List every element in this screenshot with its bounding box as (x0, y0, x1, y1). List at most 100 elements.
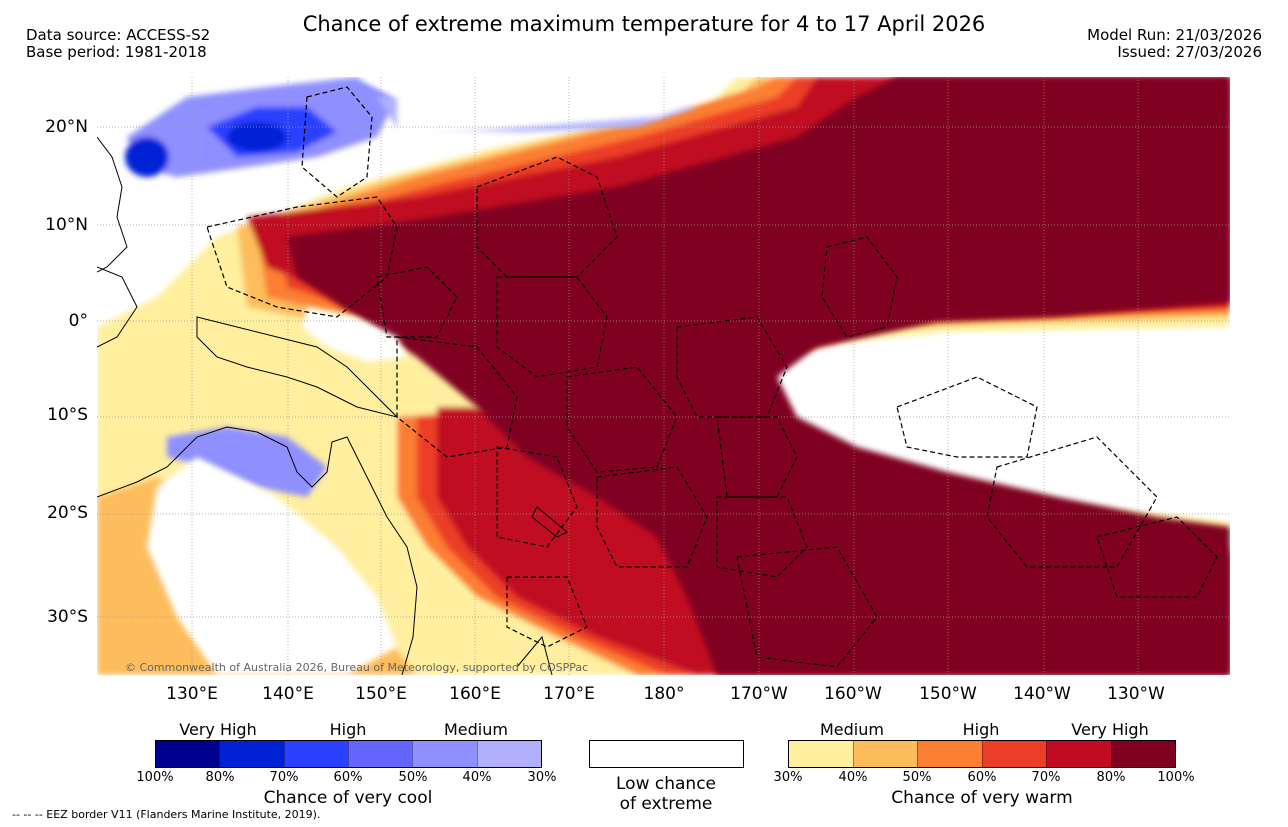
cool-tick: 100% (136, 770, 174, 785)
eez-polynesia-s (986, 436, 1158, 568)
cool-colorbar (155, 740, 542, 768)
lat-label-30s: 30°S (47, 607, 88, 627)
low-chance-line2: of extreme (619, 794, 713, 814)
warm-swatch-60 (981, 741, 1046, 767)
lon-label-160e: 160°E (449, 684, 501, 704)
cool-swatch-50 (412, 741, 477, 767)
warm-tick: 80% (1096, 770, 1126, 785)
cool-tick: 40% (462, 770, 492, 785)
cool-swatch-80 (219, 741, 284, 767)
warm-tick: 100% (1157, 770, 1195, 785)
new-zealand-coast (516, 635, 553, 675)
warm-caption: Chance of very warm (891, 788, 1073, 808)
warm-swatch-30 (789, 741, 853, 767)
philippines-coast (97, 136, 128, 273)
warm-swatch-80 (1110, 741, 1175, 767)
low-chance-line1: Low chance (616, 774, 716, 794)
eez-tokelau (716, 416, 798, 498)
warm-tick: 50% (902, 770, 932, 785)
eez-tuvalu (566, 366, 678, 473)
lon-label-170w: 170°W (730, 684, 788, 704)
lon-label-140w: 140°W (1013, 684, 1071, 704)
graticule (97, 77, 1230, 675)
cool-patch-west (125, 137, 169, 177)
warm-tick: 30% (773, 770, 803, 785)
model-run: Model Run: 21/03/2026 (1087, 26, 1262, 44)
cool-tick: 50% (398, 770, 428, 785)
warm-level-medium: Medium (820, 720, 884, 739)
eez-marianas (301, 86, 373, 198)
cool-tick: 30% (527, 770, 557, 785)
warm-level-very-high: Very High (1071, 720, 1149, 739)
lat-label-20n: 20°N (45, 117, 88, 137)
data-source: Data source: ACCESS-S2 (26, 26, 211, 44)
cool-swatch-70 (283, 741, 348, 767)
cool-tick: 80% (205, 770, 235, 785)
low-chance-aus (147, 457, 397, 675)
map-svg: © Commonwealth of Australia 2026, Bureau… (97, 77, 1230, 675)
new-caledonia-coast (531, 506, 568, 538)
low-chance-east (817, 347, 1230, 497)
eez-marshall (476, 156, 618, 278)
forecast-map: © Commonwealth of Australia 2026, Bureau… (97, 77, 1230, 675)
lon-label-170e: 170°E (543, 684, 595, 704)
warm-swatch-40 (852, 741, 917, 767)
coastlines (97, 136, 568, 675)
cool-patch-core (227, 122, 287, 152)
cool-swatch-100 (156, 741, 220, 767)
eez-vanuatu (496, 446, 578, 548)
cool-level-medium: Medium (444, 720, 508, 739)
lon-label-150e: 150°E (355, 684, 407, 704)
lat-label-0: 0° (68, 311, 88, 331)
eez-nauru (376, 266, 458, 338)
cool-patch-coral-sea (167, 427, 327, 497)
lat-label-10s: 10°S (47, 405, 88, 425)
source-info: Data source: ACCESS-S2 Base period: 1981… (26, 27, 210, 61)
eez-fiji (596, 466, 708, 568)
lon-label-130w: 130°W (1107, 684, 1165, 704)
low-chance-swatch (589, 740, 744, 768)
borneo-coast (97, 266, 138, 348)
copyright-text: © Commonwealth of Australia 2026, Bureau… (125, 661, 588, 674)
warm-tick: 60% (967, 770, 997, 785)
eez-solomon (396, 336, 518, 458)
cool-swatch-40 (476, 741, 541, 767)
cool-tick: 70% (269, 770, 299, 785)
lat-label-20s: 20°S (47, 503, 88, 523)
warm-level-high: High (962, 720, 1000, 739)
new-guinea-coast (196, 316, 399, 418)
base-period: Base period: 1981-2018 (26, 43, 207, 61)
issued-date: Issued: 27/03/2026 (1117, 43, 1262, 61)
lon-label-150w: 150°W (919, 684, 977, 704)
cool-caption: Chance of very cool (263, 788, 433, 808)
eez-polynesia-n (896, 376, 1038, 458)
cool-tick: 60% (333, 770, 363, 785)
lat-label-10n: 10°N (45, 215, 88, 235)
cool-level-high: High (329, 720, 367, 739)
lon-label-160w: 160°W (824, 684, 882, 704)
eez-micronesia (206, 196, 398, 318)
eez-samoa (716, 496, 808, 578)
eez-kiribati-w (496, 276, 608, 378)
eez-cook (736, 546, 878, 668)
australia-coast (97, 426, 418, 675)
lon-label-130e: 130°E (166, 684, 218, 704)
warm-swatch-50 (917, 741, 982, 767)
low-chance-north (357, 77, 737, 137)
eez-line-islands (821, 236, 898, 338)
chart-title: Chance of extreme maximum temperature fo… (302, 12, 986, 36)
cool-swatch-60 (347, 741, 413, 767)
cool-level-very-high: Very High (179, 720, 257, 739)
eez-nz-kermadec (506, 576, 588, 648)
low-chance-areas (147, 77, 1230, 675)
run-info: Model Run: 21/03/2026 Issued: 27/03/2026 (1087, 27, 1262, 61)
eez-footnote: -- -- -- EEZ border V11 (Flanders Marine… (12, 808, 321, 821)
eez-pitcairn (1096, 516, 1218, 598)
warm-tick: 70% (1031, 770, 1061, 785)
low-chance-caption: Low chance of extreme (566, 774, 766, 814)
warm-colorbar (788, 740, 1176, 768)
eez-borders (206, 86, 1218, 668)
lon-label-140e: 140°E (262, 684, 314, 704)
warm-tick: 40% (838, 770, 868, 785)
lon-label-180: 180° (643, 684, 685, 704)
